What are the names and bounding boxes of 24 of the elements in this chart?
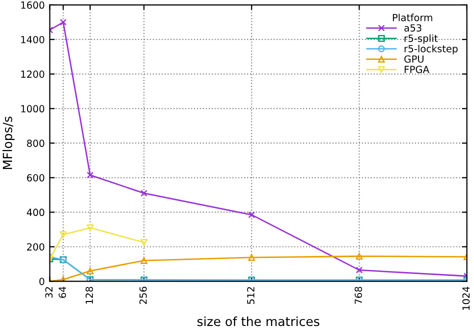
legend-label: FPGA <box>404 66 430 74</box>
x-tick-label: 1024 <box>462 286 470 310</box>
y-tick-label: 600 <box>27 174 44 182</box>
y-tick-label: 1000 <box>21 105 44 112</box>
x-axis-title: size of the matrices <box>197 316 320 326</box>
x-tick-label: 256 <box>139 286 147 304</box>
legend-label: r5-lockstep <box>404 44 458 54</box>
legend-label: a53 <box>404 24 422 32</box>
y-tick-label: 0 <box>39 278 44 286</box>
y-tick-label: 400 <box>26 208 44 216</box>
y-tick-label: 800 <box>27 140 44 147</box>
y-tick-label: 1200 <box>21 70 44 78</box>
legend-title: Platform <box>392 14 432 22</box>
x-tick-label: 128 <box>86 286 93 304</box>
x-tick-label: 768 <box>354 286 362 304</box>
x-tick-label: 512 <box>247 287 254 304</box>
x-tick-label: 32 <box>45 287 53 298</box>
y-tick-label: 1400 <box>21 36 44 44</box>
legend-label: r5-split <box>404 34 438 44</box>
x-tick-label: 64 <box>58 286 66 298</box>
y-axis-title: MFlops/s <box>2 116 15 170</box>
y-tick-label: 200 <box>27 243 44 251</box>
legend-label: GPU <box>404 55 424 63</box>
y-tick-label: 1600 <box>21 1 44 9</box>
